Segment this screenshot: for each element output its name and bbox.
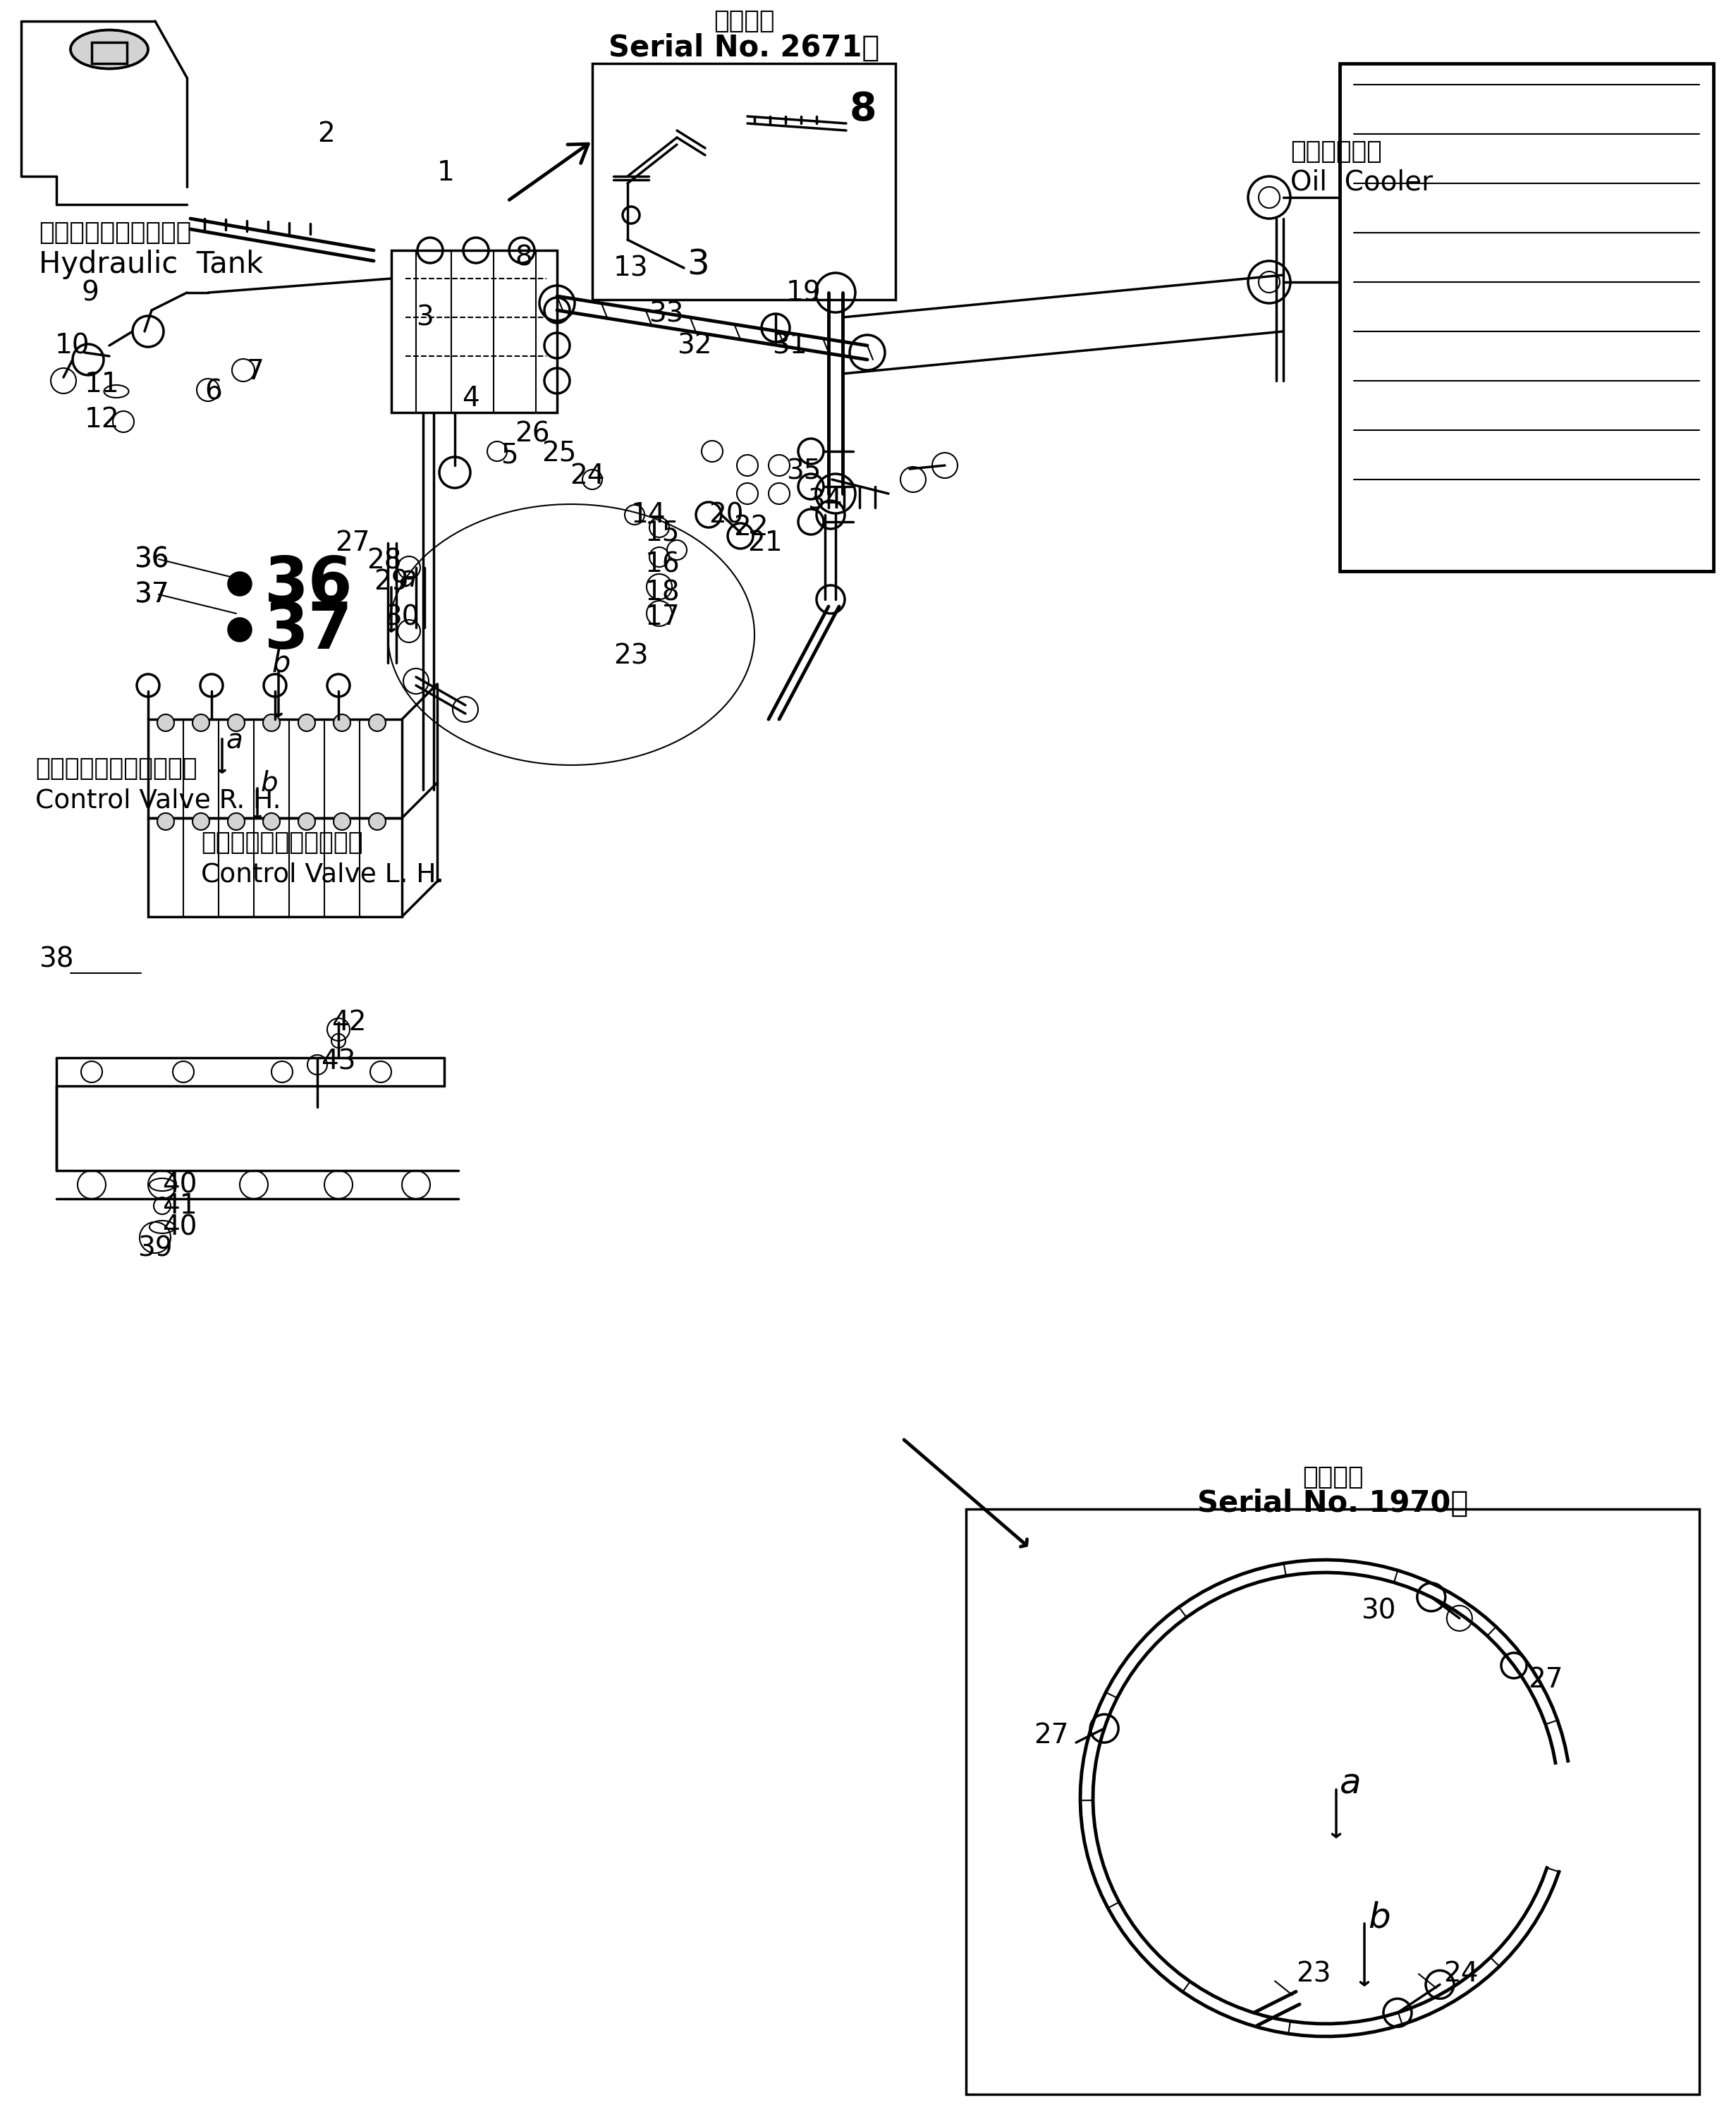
Text: Serial No. 1970～: Serial No. 1970～ bbox=[1198, 1488, 1469, 1517]
Bar bbox=[92, 42, 127, 64]
Text: Control Valve L. H.: Control Valve L. H. bbox=[201, 862, 444, 888]
Text: Hydraulic  Tank: Hydraulic Tank bbox=[38, 250, 264, 280]
Text: 37: 37 bbox=[134, 581, 168, 608]
Text: 13: 13 bbox=[613, 254, 649, 282]
Text: 10: 10 bbox=[56, 333, 90, 358]
Text: 15: 15 bbox=[646, 519, 681, 547]
Text: b: b bbox=[1368, 1901, 1391, 1935]
Circle shape bbox=[227, 814, 245, 831]
Circle shape bbox=[193, 814, 210, 831]
Circle shape bbox=[229, 572, 252, 595]
Text: Serial No. 2671～: Serial No. 2671～ bbox=[608, 34, 880, 64]
Text: b: b bbox=[271, 648, 290, 678]
Text: 27: 27 bbox=[1528, 1666, 1562, 1693]
Text: 32: 32 bbox=[677, 333, 712, 358]
Text: 41: 41 bbox=[161, 1193, 198, 1218]
Text: 36: 36 bbox=[134, 547, 168, 572]
Text: 42: 42 bbox=[332, 1009, 366, 1036]
Text: オイルクーラ: オイルクーラ bbox=[1290, 140, 1382, 163]
Text: 19: 19 bbox=[786, 280, 821, 305]
Text: 4: 4 bbox=[462, 386, 479, 411]
Text: 20: 20 bbox=[708, 502, 743, 528]
Text: 36: 36 bbox=[134, 547, 168, 572]
Text: 30: 30 bbox=[1361, 1598, 1396, 1625]
Circle shape bbox=[227, 714, 245, 731]
Text: 22: 22 bbox=[733, 515, 769, 540]
Circle shape bbox=[229, 619, 252, 640]
Text: 28: 28 bbox=[366, 547, 401, 574]
Text: 23: 23 bbox=[1297, 1960, 1332, 1988]
Text: 24: 24 bbox=[569, 462, 604, 489]
Circle shape bbox=[333, 714, 351, 731]
Text: コントロールバルブ右側: コントロールバルブ右側 bbox=[35, 756, 198, 780]
Text: 27: 27 bbox=[1035, 1723, 1069, 1748]
Circle shape bbox=[299, 714, 316, 731]
Circle shape bbox=[158, 814, 174, 831]
Text: a: a bbox=[226, 727, 243, 754]
Text: 11: 11 bbox=[85, 371, 120, 398]
Text: 18: 18 bbox=[646, 578, 681, 606]
Text: 33: 33 bbox=[649, 301, 684, 326]
Text: 適用号機: 適用号機 bbox=[1302, 1466, 1363, 1490]
Text: 34: 34 bbox=[807, 487, 842, 515]
Text: 27: 27 bbox=[335, 530, 370, 557]
Circle shape bbox=[158, 714, 174, 731]
Text: 26: 26 bbox=[516, 420, 550, 447]
Text: 37: 37 bbox=[134, 581, 168, 608]
Text: 30: 30 bbox=[384, 604, 418, 631]
Text: 14: 14 bbox=[632, 502, 667, 528]
Text: ハイドロリックタンク: ハイドロリックタンク bbox=[38, 220, 191, 244]
Ellipse shape bbox=[71, 30, 148, 68]
Text: 8: 8 bbox=[849, 91, 877, 129]
Text: 36: 36 bbox=[264, 555, 352, 617]
Text: 39: 39 bbox=[137, 1235, 172, 1261]
Text: 9: 9 bbox=[82, 280, 99, 305]
Text: コントロールバルブ左側: コントロールバルブ左側 bbox=[201, 831, 363, 854]
Text: 40: 40 bbox=[161, 1214, 198, 1240]
Text: a: a bbox=[1340, 1767, 1361, 1801]
Bar bbox=[592, 64, 896, 299]
Text: 43: 43 bbox=[321, 1049, 356, 1074]
Text: a: a bbox=[231, 572, 247, 595]
Circle shape bbox=[333, 814, 351, 831]
Text: 38: 38 bbox=[38, 945, 73, 973]
Text: 6: 6 bbox=[205, 377, 222, 405]
Circle shape bbox=[368, 814, 385, 831]
Text: 2: 2 bbox=[318, 121, 335, 148]
Bar bbox=[1340, 64, 1713, 572]
Text: 29: 29 bbox=[373, 568, 408, 595]
Circle shape bbox=[368, 714, 385, 731]
Text: 3: 3 bbox=[417, 303, 434, 331]
Circle shape bbox=[264, 814, 279, 831]
Text: 25: 25 bbox=[542, 441, 576, 466]
Text: 16: 16 bbox=[646, 551, 681, 578]
Text: 5: 5 bbox=[500, 441, 517, 468]
Bar bbox=[391, 250, 557, 413]
Text: 8: 8 bbox=[516, 244, 533, 271]
Text: 21: 21 bbox=[748, 530, 783, 557]
Text: Control Valve R. H.: Control Valve R. H. bbox=[35, 788, 281, 814]
Text: a: a bbox=[398, 564, 417, 593]
Text: 1: 1 bbox=[437, 159, 455, 186]
Text: Oil  Cooler: Oil Cooler bbox=[1290, 170, 1432, 195]
Text: 40: 40 bbox=[161, 1172, 198, 1197]
Text: 12: 12 bbox=[85, 407, 120, 432]
Bar bbox=[965, 1509, 1700, 2094]
Text: 24: 24 bbox=[1443, 1960, 1479, 1988]
Text: 23: 23 bbox=[613, 642, 648, 670]
Circle shape bbox=[299, 814, 316, 831]
Text: 31: 31 bbox=[773, 333, 807, 358]
Circle shape bbox=[193, 714, 210, 731]
Text: 17: 17 bbox=[646, 604, 681, 631]
Text: 3: 3 bbox=[687, 248, 710, 282]
Text: 適用号機: 適用号機 bbox=[713, 8, 774, 34]
Text: 37: 37 bbox=[264, 600, 352, 661]
Text: b: b bbox=[260, 769, 278, 797]
Text: 7: 7 bbox=[247, 358, 264, 386]
Circle shape bbox=[264, 714, 279, 731]
Text: 35: 35 bbox=[786, 458, 821, 485]
